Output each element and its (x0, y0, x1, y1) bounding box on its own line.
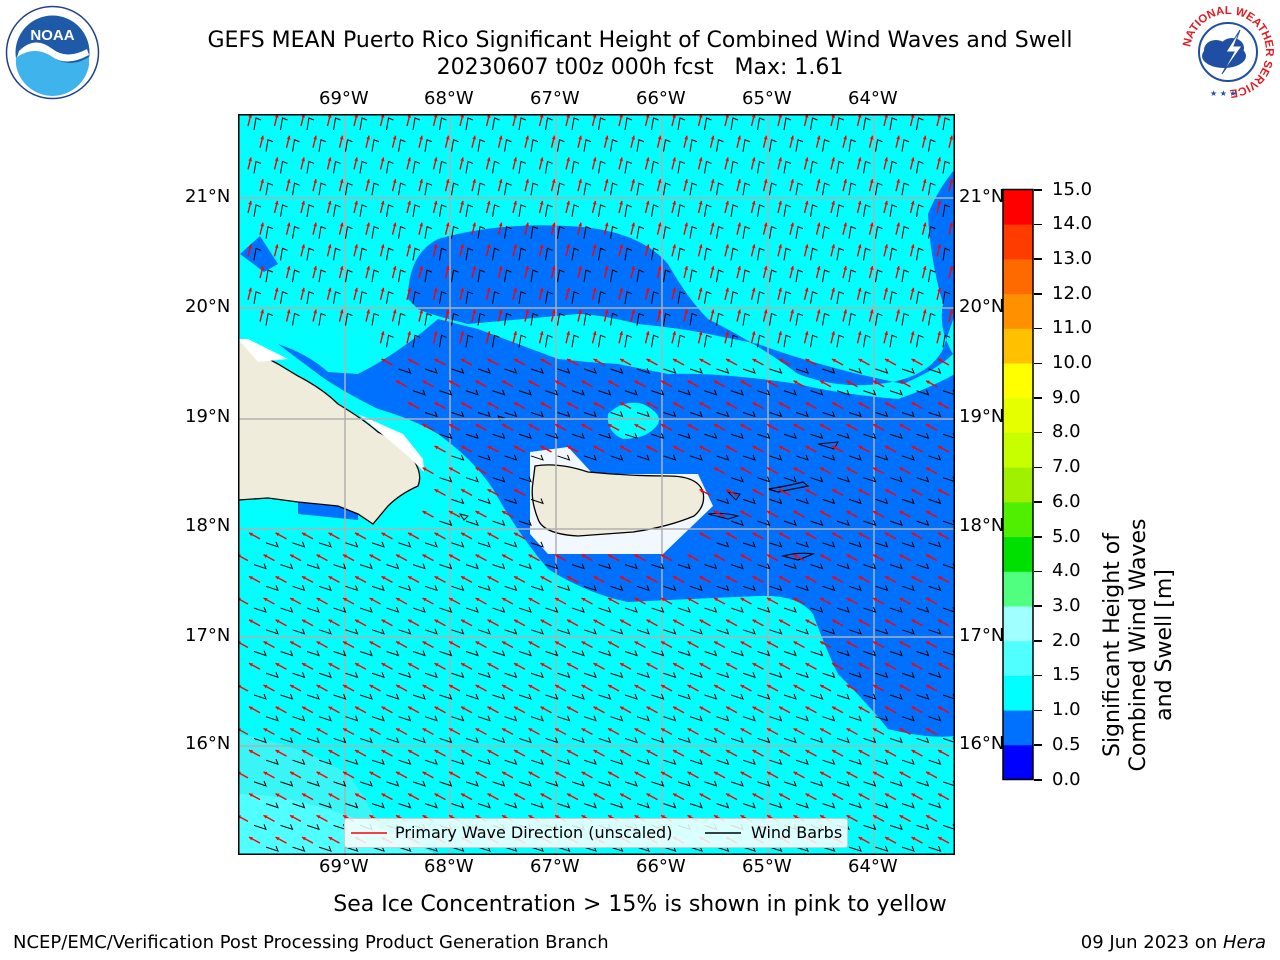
lat-tick: 20°N (185, 296, 231, 317)
footer-branch: NCEP/EMC/Verification Post Processing Pr… (13, 932, 609, 953)
svg-text:★ ★ ★: ★ ★ ★ (1210, 89, 1237, 98)
lat-tick: 16°N (959, 733, 1005, 754)
colorbar-tick-mark (1034, 605, 1042, 607)
graticule (238, 114, 955, 855)
colorbar-segment (1003, 363, 1033, 399)
noaa-logo: NOAA (5, 5, 100, 100)
colorbar-tick-label: 0.0 (1052, 768, 1081, 790)
sea-ice-note: Sea Ice Concentration > 15% is shown in … (333, 892, 947, 917)
lat-tick: 18°N (185, 515, 231, 536)
colorbar-tick-label: 13.0 (1052, 247, 1093, 269)
colorbar-segment (1003, 744, 1033, 780)
lon-tick: 65°W (742, 856, 792, 877)
colorbar-segment (1003, 501, 1033, 538)
colorbar-tick-mark (1034, 466, 1042, 469)
footer-date-text: 09 Jun 2023 on (1080, 932, 1223, 953)
colorbar-segment (1003, 328, 1033, 364)
chart-subtitle: 20230607 t00z 000h fcst Max: 1.61 (436, 55, 844, 80)
noaa-logo-text: NOAA (30, 27, 74, 44)
colorbar-segment (1003, 189, 1033, 225)
lat-tick: 21°N (185, 186, 231, 207)
lat-tick: 17°N (185, 625, 231, 646)
lon-tick: 66°W (636, 88, 686, 109)
lat-tick: 17°N (959, 625, 1005, 646)
lat-tick: 19°N (959, 406, 1005, 427)
colorbar-segment (1003, 258, 1033, 295)
colorbar-tick-label: 1.5 (1052, 664, 1081, 686)
wave-legend-label: Primary Wave Direction (unscaled) (395, 823, 673, 842)
colorbar-segment (1003, 675, 1033, 711)
nws-logo: NATIONAL WEATHER SERVICE ★ ★ ★ (1181, 5, 1275, 99)
map-frame (238, 114, 955, 855)
colorbar-tick-label: 12.0 (1052, 282, 1093, 304)
lon-tick: 68°W (424, 856, 474, 877)
lat-tick: 21°N (959, 186, 1005, 207)
colorbar-tick-mark (1034, 397, 1042, 399)
colorbar-tick-mark (1034, 709, 1042, 712)
map-legend: Primary Wave Direction (unscaled) Wind B… (344, 818, 848, 848)
footer-host: Hera (1222, 932, 1266, 953)
colorbar-label: Significant Height of Combined Wind Wave… (1100, 518, 1177, 772)
wave-direction-arrows (238, 114, 954, 844)
colorbar-tick-mark (1034, 327, 1042, 330)
lon-tick: 67°W (530, 88, 580, 109)
colorbar-segment (1003, 432, 1033, 468)
wave-height-map (238, 114, 955, 855)
colorbar-tick-mark (1034, 189, 1042, 191)
colorbar-tick-mark (1034, 536, 1042, 538)
lon-tick: 66°W (636, 856, 686, 877)
colorbar-tick-label: 11.0 (1052, 317, 1093, 339)
colorbar-segment (1003, 397, 1033, 433)
lon-tick: 67°W (530, 856, 580, 877)
lat-tick: 19°N (185, 406, 231, 427)
colorbar-tick-label: 4.0 (1052, 560, 1081, 582)
footer-date: 09 Jun 2023 on Hera (1081, 932, 1266, 953)
lat-tick: 20°N (959, 296, 1005, 317)
barb-legend-label: Wind Barbs (751, 823, 843, 842)
colorbar-tick-label: 8.0 (1052, 421, 1081, 443)
colorbar-tick-mark (1034, 223, 1042, 226)
colorbar-tick-mark (1034, 744, 1042, 746)
colorbar-tick-label: 1.0 (1052, 699, 1081, 721)
colorbar-tick-label: 14.0 (1052, 213, 1093, 235)
lon-tick: 64°W (848, 88, 898, 109)
lat-tick: 16°N (185, 733, 231, 754)
colorbar-tick-label: 0.5 (1052, 733, 1081, 755)
colorbar-tick-label: 10.0 (1052, 352, 1093, 374)
colorbar-segment (1003, 224, 1033, 260)
colorbar-tick-label: 7.0 (1052, 456, 1081, 478)
colorbar-tick-label: 3.0 (1052, 594, 1081, 616)
colorbar-tick-label: 5.0 (1052, 525, 1081, 547)
colorbar-segment (1003, 536, 1033, 572)
colorbar-tick-label: 6.0 (1052, 490, 1081, 512)
wave-field-0_5-1m (278, 169, 955, 737)
lon-tick: 68°W (424, 88, 474, 109)
colorbar-tick-mark (1034, 570, 1042, 573)
lon-tick: 69°W (319, 856, 369, 877)
colorbar-tick-mark (1034, 640, 1042, 642)
colorbar-tick-label: 9.0 (1052, 386, 1081, 408)
colorbar (1002, 188, 1034, 781)
colorbar-tick-label: 15.0 (1052, 178, 1093, 200)
lon-tick: 64°W (848, 856, 898, 877)
colorbar-segment (1003, 293, 1033, 329)
colorbar-segment (1003, 571, 1033, 607)
colorbar-tick-mark (1034, 258, 1042, 260)
chart-title: GEFS MEAN Puerto Rico Significant Height… (207, 28, 1073, 53)
colorbar-tick-mark (1034, 779, 1042, 781)
colorbar-segment (1003, 467, 1033, 503)
colorbar-segment (1003, 640, 1033, 676)
lat-tick: 18°N (959, 515, 1005, 536)
colorbar-tick-mark (1034, 362, 1042, 365)
colorbar-tick-mark (1034, 674, 1042, 677)
colorbar-tick-mark (1034, 431, 1042, 434)
colorbar-segment (1003, 710, 1033, 746)
colorbar-segment (1003, 605, 1033, 642)
colorbar-tick-mark (1034, 501, 1042, 503)
lon-tick: 69°W (319, 88, 369, 109)
lon-tick: 65°W (742, 88, 792, 109)
colorbar-tick-mark (1034, 293, 1042, 295)
colorbar-tick-label: 2.0 (1052, 629, 1081, 651)
